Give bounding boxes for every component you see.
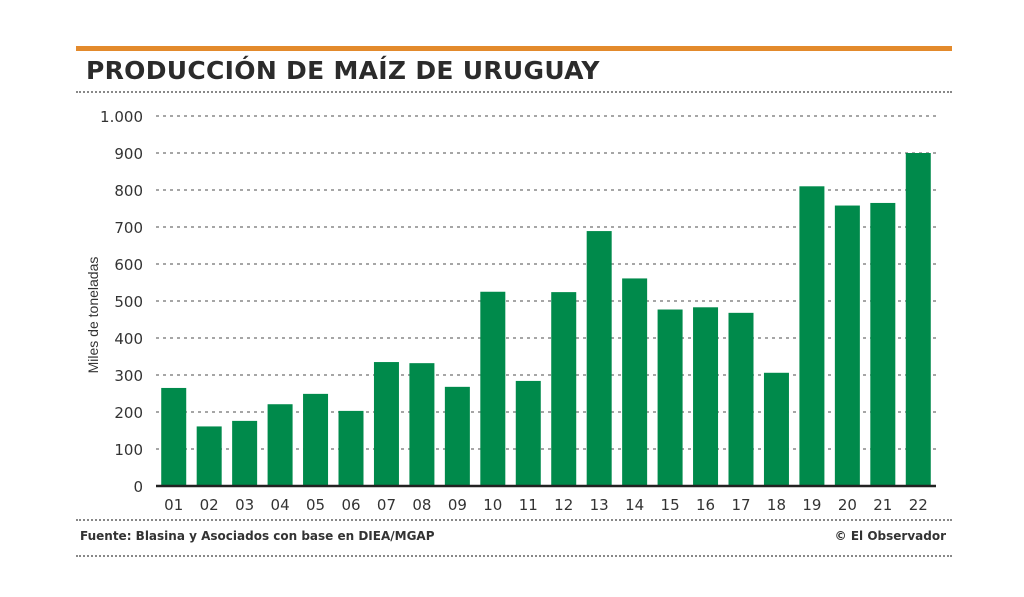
bar-06 [338, 410, 364, 486]
x-tick-label: 01 [164, 496, 183, 514]
x-tick-label: 20 [838, 496, 857, 514]
x-tick-label: 12 [554, 496, 573, 514]
y-tick-label: 900 [114, 145, 143, 163]
x-tick-label: 04 [271, 496, 290, 514]
bar-07 [373, 362, 399, 486]
bar-18 [763, 372, 789, 486]
y-tick-label: 100 [114, 441, 143, 459]
bar-03 [232, 420, 258, 486]
bar-17 [728, 312, 754, 486]
y-tick-label: 1.000 [100, 108, 143, 126]
x-tick-label: 13 [590, 496, 609, 514]
y-tick-label: 800 [114, 182, 143, 200]
bar-22 [905, 153, 931, 486]
bar-14 [622, 278, 648, 486]
x-tick-label: 09 [448, 496, 467, 514]
bar-05 [303, 393, 329, 486]
y-tick-label: 600 [114, 256, 143, 274]
x-tick-label: 19 [802, 496, 821, 514]
x-tick-label: 17 [731, 496, 750, 514]
x-tick-label: 10 [483, 496, 502, 514]
y-tick-label: 400 [114, 330, 143, 348]
x-tick-label: 14 [625, 496, 644, 514]
bar-11 [515, 380, 541, 486]
x-tick-label: 11 [519, 496, 538, 514]
y-tick-label: 300 [114, 367, 143, 385]
x-tick-label: 08 [412, 496, 431, 514]
source-note: Fuente: Blasina y Asociados con base en … [80, 529, 435, 543]
divider [76, 519, 952, 521]
bar-01 [161, 387, 187, 486]
bar-13 [586, 231, 612, 486]
x-tick-label: 06 [341, 496, 360, 514]
x-tick-label: 21 [873, 496, 892, 514]
bar-09 [444, 386, 470, 486]
bar-04 [267, 404, 293, 486]
x-tick-label: 22 [909, 496, 928, 514]
x-tick-label: 07 [377, 496, 396, 514]
top-accent-bar [76, 46, 952, 51]
x-tick-label: 02 [200, 496, 219, 514]
y-axis-label: Miles de toneladas [85, 257, 101, 374]
bar-19 [799, 186, 825, 487]
divider [76, 91, 952, 93]
x-tick-label: 18 [767, 496, 786, 514]
bar-16 [693, 307, 719, 486]
y-tick-label: 700 [114, 219, 143, 237]
bar-10 [480, 291, 506, 486]
bar-02 [196, 426, 222, 486]
bar-20 [834, 205, 860, 487]
y-tick-label: 200 [114, 404, 143, 422]
x-tick-label: 05 [306, 496, 325, 514]
bar-21 [870, 202, 896, 486]
bar-08 [409, 363, 435, 486]
credit: © El Observador [834, 529, 946, 543]
x-tick-label: 16 [696, 496, 715, 514]
chart-title: PRODUCCIÓN DE MAÍZ DE URUGUAY [86, 56, 600, 85]
divider [76, 555, 952, 557]
x-tick-label: 03 [235, 496, 254, 514]
y-tick-label: 0 [133, 478, 143, 496]
bar-12 [551, 292, 577, 486]
bar-15 [657, 309, 683, 486]
x-tick-label: 15 [661, 496, 680, 514]
y-tick-label: 500 [114, 293, 143, 311]
